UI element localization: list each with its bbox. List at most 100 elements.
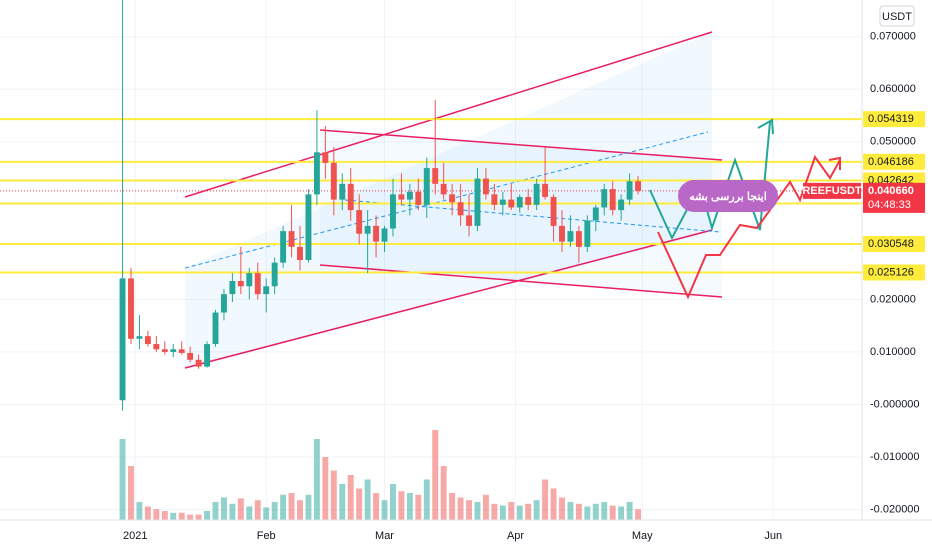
candle-body	[635, 181, 642, 191]
volume-bar	[626, 502, 633, 520]
symbol-box	[803, 182, 861, 199]
candle-body	[542, 183, 549, 197]
volume-bar	[618, 506, 625, 520]
volume-bar	[601, 502, 608, 520]
candle-body	[601, 189, 608, 208]
candle-body	[195, 359, 202, 367]
candle-body	[592, 207, 599, 221]
volume-bar	[635, 509, 642, 520]
volume-bar	[533, 500, 540, 520]
volume-bar	[406, 493, 413, 520]
volume-bar	[609, 505, 616, 520]
volume-bar	[398, 491, 405, 520]
level-label-box	[863, 235, 925, 252]
volume-bar	[592, 503, 599, 520]
volume-bar	[482, 494, 489, 520]
candle-body	[449, 194, 456, 203]
trend-line	[319, 129, 723, 161]
currency-box	[879, 5, 915, 27]
candle-body	[305, 194, 312, 260]
level-label: 0.046186	[868, 156, 914, 168]
price-box	[863, 182, 925, 213]
candle-body	[212, 312, 219, 345]
volume-bar	[280, 494, 287, 520]
candle-body	[136, 336, 143, 339]
annotation: اینجا بررسی بشه	[689, 191, 767, 203]
axes: 0.070000 0.060000 0.050000 0.020000 0.010000…	[123, 31, 925, 542]
volume-bar	[204, 511, 211, 520]
candle-body	[263, 286, 270, 295]
volume-bar	[339, 484, 346, 520]
candle-body	[381, 228, 388, 242]
y-tick-label: 0.050000	[870, 136, 916, 148]
volume-bar	[491, 503, 498, 520]
level-label: 0.054319	[868, 113, 914, 125]
volume-bar	[212, 502, 219, 520]
candle-body	[364, 225, 371, 234]
volume-bar	[415, 494, 422, 520]
candle-body	[170, 349, 177, 352]
candle-body	[288, 231, 295, 247]
candle-body	[584, 220, 591, 247]
volume-bar	[128, 466, 134, 520]
candle-body	[499, 199, 506, 205]
candle-body	[330, 162, 337, 200]
volume-bar	[271, 502, 278, 520]
level-label-box	[863, 111, 925, 128]
volume-bar	[466, 500, 472, 520]
volume-bar	[356, 488, 363, 520]
candle-body	[525, 196, 532, 205]
candle-body	[423, 168, 430, 205]
candle-body	[491, 194, 498, 205]
trend-line	[184, 31, 713, 198]
candle-body	[237, 281, 244, 287]
y-tick-label: 0.020000	[870, 293, 916, 305]
candle-body	[297, 246, 303, 260]
volume-bar	[237, 498, 244, 520]
volume-bar	[440, 466, 447, 520]
volume-bar	[263, 507, 270, 520]
candle-body	[559, 225, 565, 242]
candle-body	[567, 231, 574, 242]
y-tick-label: -0.010000	[870, 451, 920, 463]
grid	[0, 0, 862, 520]
volume-bar	[381, 500, 388, 520]
y-tick-label: 0.060000	[870, 83, 916, 95]
countdown: 04:48:33	[868, 199, 911, 211]
volume-bar	[322, 457, 329, 520]
x-tick-label: Jun	[764, 530, 782, 542]
x-tick-label: Apr	[507, 530, 524, 542]
candle-body	[432, 168, 439, 184]
projection-up	[649, 121, 771, 241]
candle-body	[271, 262, 278, 287]
volume-bar	[220, 497, 227, 520]
candle-body	[153, 344, 160, 350]
volume-bar	[567, 502, 574, 520]
candle-body	[533, 183, 540, 205]
x-tick-label: Feb	[257, 530, 276, 542]
candle-body	[474, 178, 481, 226]
candle-body	[187, 352, 194, 360]
x-tick-label: 2021	[123, 530, 147, 542]
mid-line	[184, 131, 709, 269]
volume-bar	[575, 503, 582, 520]
candle-body	[313, 152, 320, 195]
candle-body	[398, 194, 405, 200]
y-tick-label: -0.020000	[870, 503, 920, 515]
volume-bar	[584, 506, 591, 520]
y-tick-label: -0.000000	[870, 398, 920, 410]
volume-bar	[550, 488, 557, 520]
candle-body	[204, 344, 211, 367]
volume-bar	[178, 512, 185, 520]
volume-bar	[187, 514, 194, 520]
volume-bar	[516, 505, 523, 520]
volume-bar	[161, 511, 168, 520]
volume-bar	[229, 503, 236, 520]
candle-body	[406, 191, 413, 200]
volume-bar	[449, 493, 456, 520]
volume-bar	[330, 470, 337, 520]
volume-bar	[170, 512, 177, 520]
volume-bar	[499, 505, 506, 520]
annotation-bubble	[678, 180, 778, 212]
